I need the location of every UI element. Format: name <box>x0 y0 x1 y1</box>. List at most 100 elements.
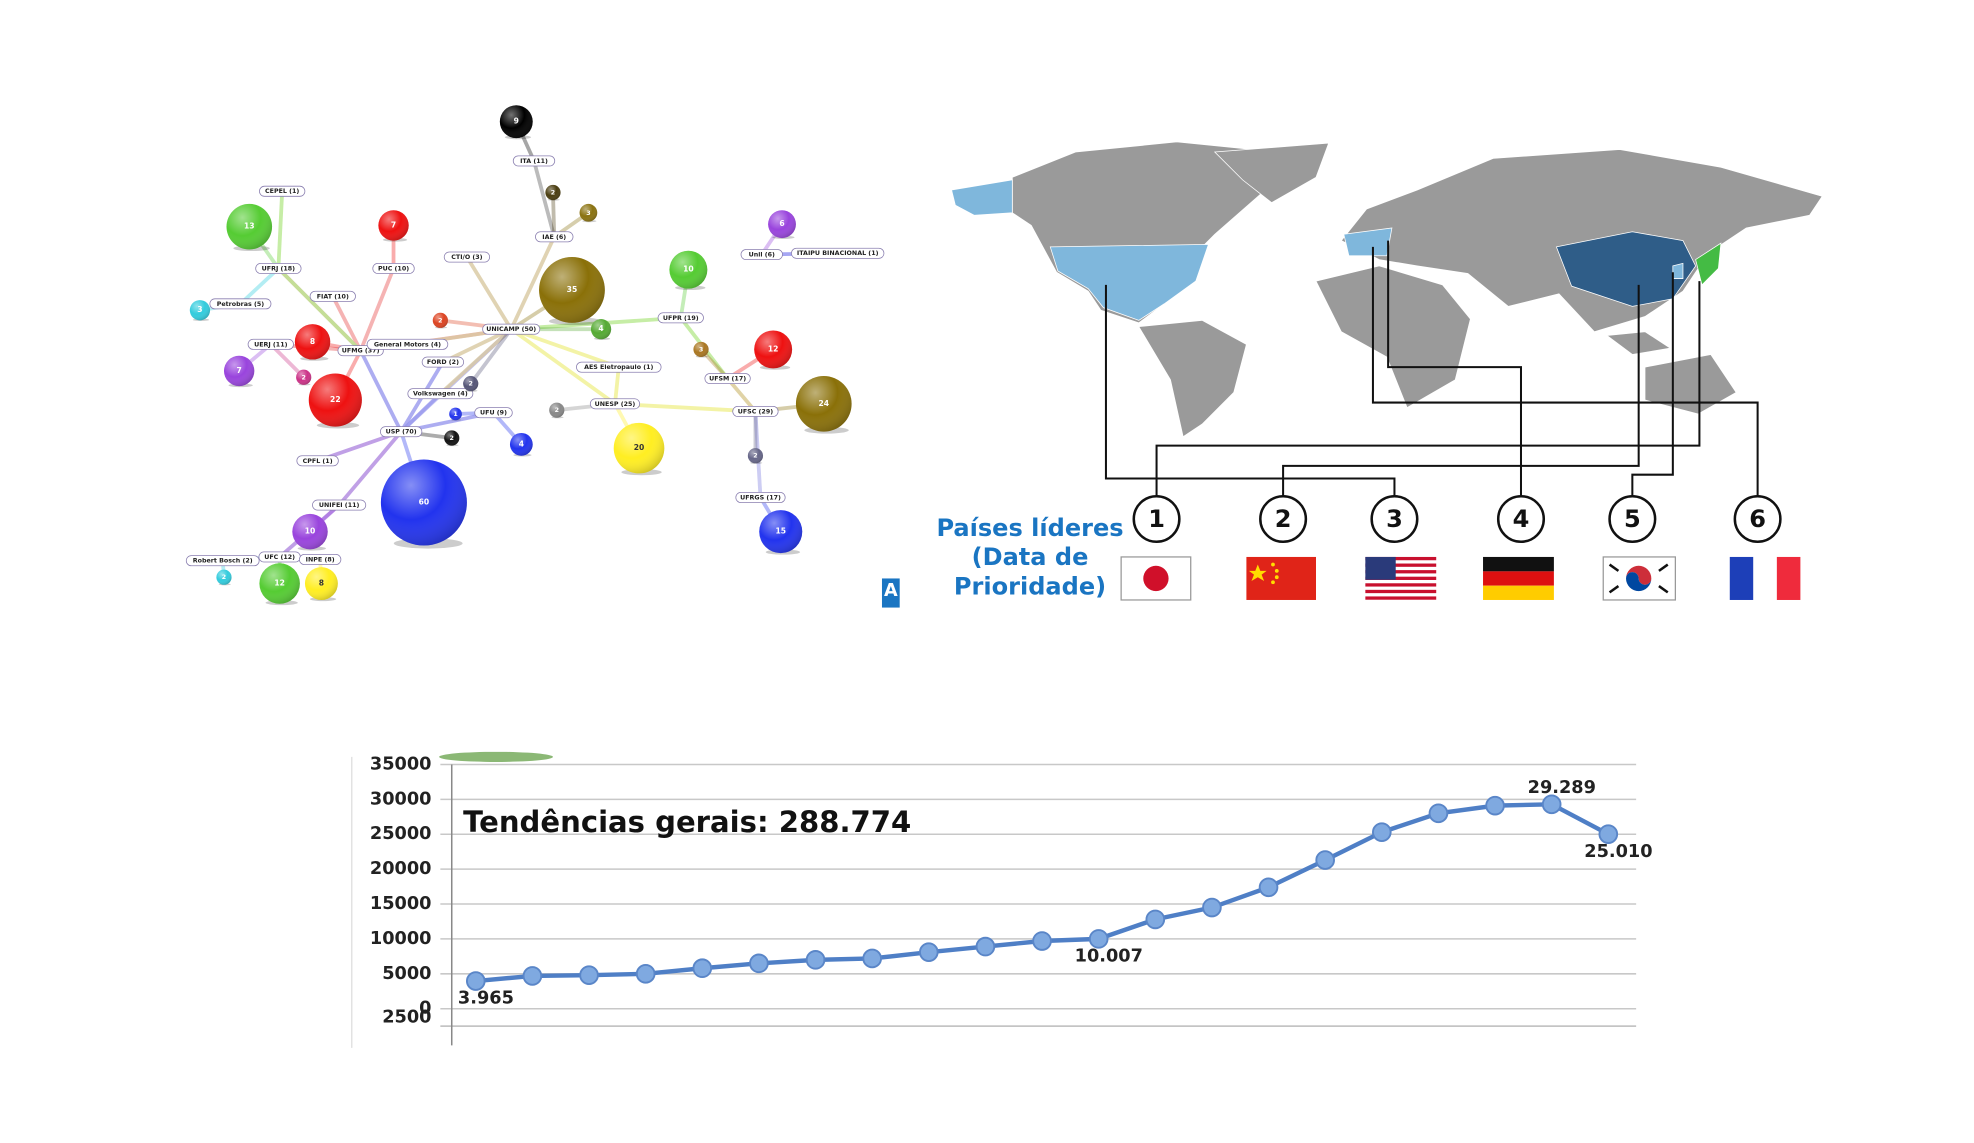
node-label: Volkswagen (4) <box>413 391 468 398</box>
rank-number: 3 <box>1386 505 1403 533</box>
flag-japan <box>1120 556 1192 601</box>
node-label-box <box>312 499 367 511</box>
node-label: UFPR (19) <box>663 315 699 322</box>
flag-germany <box>1483 556 1554 600</box>
bubble-shine <box>759 510 803 554</box>
bubble-label: 2 <box>222 574 226 581</box>
marker <box>1428 803 1449 824</box>
edge <box>358 349 403 433</box>
rank-number: 6 <box>1749 505 1766 533</box>
node-label-box <box>372 262 415 274</box>
marker <box>862 948 882 969</box>
marker <box>635 964 656 984</box>
node-label-box <box>309 290 356 302</box>
data-label: 25.010 <box>1584 842 1652 862</box>
node-label: Petrobras (5) <box>217 301 264 308</box>
y-tick-label: 15000 <box>370 894 432 914</box>
node-label-box <box>443 251 491 263</box>
node-label: General Motors (4) <box>374 341 441 348</box>
flag-china <box>1246 556 1316 600</box>
bubble-shine <box>444 430 460 446</box>
node-label-box <box>576 361 662 373</box>
bubble-label: 13 <box>244 222 255 231</box>
bubble-shine <box>296 369 312 385</box>
decoration <box>439 751 553 762</box>
node-label: UFSC (29) <box>738 408 773 415</box>
edge <box>469 328 513 385</box>
bubble-label: 8 <box>310 337 315 346</box>
bubble-shine <box>259 563 300 604</box>
node-label-box <box>657 312 704 324</box>
node-label: UNICAMP (50) <box>486 326 536 333</box>
node-label-box <box>255 262 302 274</box>
bubble-shine <box>449 407 462 421</box>
y-tick-label: 25000 <box>370 824 432 844</box>
marker <box>1315 850 1335 870</box>
edge <box>277 267 362 353</box>
bubble-label: 2 <box>450 435 454 442</box>
bubble-shine <box>223 355 255 387</box>
node-label: UFC (12) <box>264 554 295 561</box>
rank-number: 5 <box>1624 505 1641 533</box>
bubble-shine <box>747 448 764 464</box>
bubble-label: 4 <box>519 439 524 448</box>
edge <box>337 430 403 507</box>
bubble-shine <box>226 203 273 250</box>
bubble-label: 2 <box>469 381 473 388</box>
bubble-label: 6 <box>779 219 784 228</box>
rank-circle <box>1370 494 1419 544</box>
marker <box>805 950 826 970</box>
data-label: 29.289 <box>1528 778 1596 798</box>
bubble-label: 10 <box>305 527 316 536</box>
rank-number: 4 <box>1513 505 1530 533</box>
node-label-box <box>474 407 513 419</box>
node-label: CPFL (1) <box>303 458 333 465</box>
node-label-box <box>185 555 260 567</box>
bubble-label: 35 <box>567 285 578 294</box>
marker <box>1258 877 1279 898</box>
edge <box>358 267 396 352</box>
node-label: Unil (6) <box>749 252 775 259</box>
y-tick-label: 0 <box>419 999 431 1019</box>
edge <box>465 256 513 331</box>
node-label: UFSM (17) <box>709 376 746 383</box>
bubble-label: 60 <box>419 498 430 507</box>
marker <box>692 958 713 979</box>
node-label: USP (70) <box>386 429 417 436</box>
bubble-label: 12 <box>768 344 779 353</box>
bubble-label: 4 <box>598 324 603 333</box>
edge <box>399 392 442 434</box>
edge <box>239 267 280 306</box>
bubble-label: 12 <box>274 579 285 588</box>
node-label-box <box>296 455 339 467</box>
edge <box>510 327 617 406</box>
marker <box>1145 909 1166 930</box>
bubble-shine <box>693 341 709 358</box>
bubble-shine <box>499 105 533 139</box>
node-label: CTI/O (3) <box>451 254 482 261</box>
node-label-box <box>259 185 306 197</box>
node-label-box <box>732 405 779 417</box>
marker <box>1598 824 1619 844</box>
edge <box>509 236 556 330</box>
marker <box>1088 929 1109 949</box>
bubble-shine <box>545 184 561 201</box>
node-label: FIAT (10) <box>317 293 349 300</box>
marker <box>1371 822 1392 842</box>
node-label: UFRJ (18) <box>262 265 296 272</box>
map-title: Prioridade) <box>954 572 1106 600</box>
marker <box>522 966 543 986</box>
bubble-label: 1 <box>453 411 457 418</box>
edge <box>276 191 285 269</box>
logo-box <box>881 578 900 608</box>
bubble-label: 9 <box>514 117 519 126</box>
node-label-box <box>512 155 556 167</box>
node-label-box <box>735 492 786 503</box>
marker <box>975 936 996 957</box>
bubble-label: 7 <box>237 366 242 375</box>
bubble-label: 3 <box>699 346 703 353</box>
node-label: UFRGS (17) <box>740 494 781 501</box>
node-label: UNESP (25) <box>595 401 636 408</box>
edge <box>269 343 306 379</box>
bubble-shine <box>669 250 708 289</box>
